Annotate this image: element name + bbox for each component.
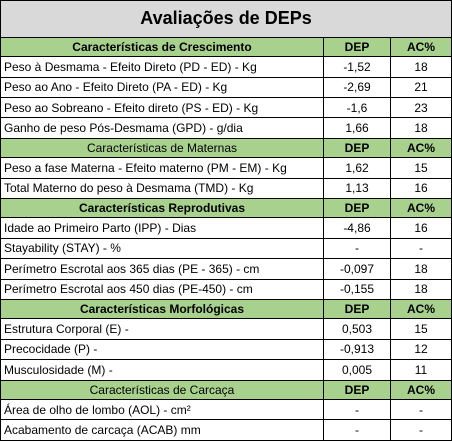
section-header-row: Características Reprodutivas DEP AC% xyxy=(0,197,452,219)
ac-value: 18 xyxy=(389,56,452,78)
ac-value: 15 xyxy=(389,157,452,179)
table-row: Peso a fase Materna - Efeito materno (PM… xyxy=(0,157,452,179)
dep-value: - xyxy=(323,398,391,421)
ac-value: 21 xyxy=(389,76,452,98)
table-row: Perímetro Escrotal aos 365 dias (PE - 36… xyxy=(0,258,452,280)
trait-label: Precocidade (P) - xyxy=(0,338,324,361)
dep-column-header: DEP xyxy=(323,379,391,400)
table-row: Peso ao Ano - Efeito Direto (PA - ED) - … xyxy=(0,76,452,98)
table-row: Acabamento de carcaça (ACAB) mm - - xyxy=(0,419,452,441)
table-row: Peso à Desmama - Efeito Direto (PD - ED)… xyxy=(0,56,452,78)
table-row: Idade ao Primeiro Parto (IPP) - Dias -4,8… xyxy=(0,217,452,239)
trait-label: Ganho de peso Pós-Desmama (GPD) - g/dia xyxy=(0,117,324,139)
ac-value: 11 xyxy=(389,359,452,381)
dep-value: -2,69 xyxy=(323,76,391,98)
trait-label: Peso ao Ano - Efeito Direto (PA - ED) - … xyxy=(0,76,324,98)
trait-label: Musculosidade (M) - xyxy=(0,359,324,381)
dep-column-header: DEP xyxy=(323,197,391,219)
table-row: Total Materno do peso à Desmama (TMD) - … xyxy=(0,177,452,199)
trait-label: Peso à Desmama - Efeito Direto (PD - ED)… xyxy=(0,56,324,78)
dep-value: -0,155 xyxy=(323,278,391,300)
table-row: Stayability (STAY) - % - - xyxy=(0,237,452,260)
table-row: Área de olho de lombo (AOL) - cm² - - xyxy=(0,398,452,421)
table-row: Ganho de peso Pós-Desmama (GPD) - g/dia 1… xyxy=(0,117,452,139)
trait-label: Perímetro Escrotal aos 450 dias (PE-450)… xyxy=(0,278,324,300)
dep-value: -1,52 xyxy=(323,56,391,78)
title-row: Avaliações de DEPs xyxy=(0,0,452,38)
trait-label: Total Materno do peso à Desmama (TMD) - … xyxy=(0,177,324,199)
trait-label: Peso ao Sobreano - Efeito direto (PS - E… xyxy=(0,96,324,119)
ac-value: 23 xyxy=(389,96,452,119)
table-row: Precocidade (P) - -0,913 12 xyxy=(0,338,452,361)
ac-value: 18 xyxy=(389,278,452,300)
section-header-row: Características Morfológicas DEP AC% xyxy=(0,298,452,320)
dep-value: - xyxy=(323,237,391,260)
ac-value: 18 xyxy=(389,258,452,280)
section-title: Características Morfológicas xyxy=(0,298,324,320)
dep-value: 1,13 xyxy=(323,177,391,199)
dep-value: -0,913 xyxy=(323,338,391,361)
trait-label: Idade ao Primeiro Parto (IPP) - Dias xyxy=(0,217,324,239)
ac-column-header: AC% xyxy=(389,36,452,58)
table-row: Peso ao Sobreano - Efeito direto (PS - E… xyxy=(0,96,452,119)
dep-value: - xyxy=(323,419,391,441)
section-title: Características de Crescimento xyxy=(0,36,324,58)
table-row: Musculosidade (M) -0,005 11 xyxy=(0,359,452,381)
dep-column-header: DEP xyxy=(323,137,391,159)
trait-label: Estrutura Corporal (E) - xyxy=(0,318,324,340)
dep-value: 0,005 xyxy=(323,359,391,381)
ac-column-header: AC% xyxy=(389,298,452,320)
ac-value: 18 xyxy=(389,117,452,139)
ac-value: - xyxy=(389,419,452,441)
dep-value: 0,503 xyxy=(323,318,391,340)
dep-value: -4,86 xyxy=(323,217,391,239)
dep-value: -1,6 xyxy=(323,96,391,119)
table-row: Perímetro Escrotal aos 450 dias (PE-450)… xyxy=(0,278,452,300)
dep-value: 1,66 xyxy=(323,117,391,139)
section-title: Características Reprodutivas xyxy=(0,197,324,219)
ac-column-header: AC% xyxy=(389,379,452,400)
dep-column-header: DEP xyxy=(323,298,391,320)
dep-value: -0,097 xyxy=(323,258,391,280)
section-title: Características de Carcaça xyxy=(0,379,324,400)
trait-label: Peso a fase Materna - Efeito materno (PM… xyxy=(0,157,324,179)
ac-column-header: AC% xyxy=(389,197,452,219)
ac-value: - xyxy=(389,398,452,421)
section-header-row: Características de Crescimento DEP AC% xyxy=(0,36,452,58)
ac-value: - xyxy=(389,237,452,260)
dep-column-header: DEP xyxy=(323,36,391,58)
dep-value: 1,62 xyxy=(323,157,391,179)
ac-value: 16 xyxy=(389,217,452,239)
table-row: Estrutura Corporal (E) -0,503 15 xyxy=(0,318,452,340)
trait-label: Perímetro Escrotal aos 365 dias (PE - 36… xyxy=(0,258,324,280)
trait-label: Stayability (STAY) - % xyxy=(0,237,324,260)
table-title: Avaliações de DEPs xyxy=(0,0,452,38)
ac-value: 12 xyxy=(389,338,452,361)
ac-value: 15 xyxy=(389,318,452,340)
section-header-row: Características de Maternas DEP AC% xyxy=(0,137,452,159)
trait-label: Área de olho de lombo (AOL) - cm² xyxy=(0,398,324,421)
ac-value: 16 xyxy=(389,177,452,199)
section-title: Características de Maternas xyxy=(0,137,324,159)
trait-label: Acabamento de carcaça (ACAB) mm xyxy=(0,419,324,441)
section-header-row: Características de Carcaça DEP AC% xyxy=(0,379,452,400)
ac-column-header: AC% xyxy=(389,137,452,159)
